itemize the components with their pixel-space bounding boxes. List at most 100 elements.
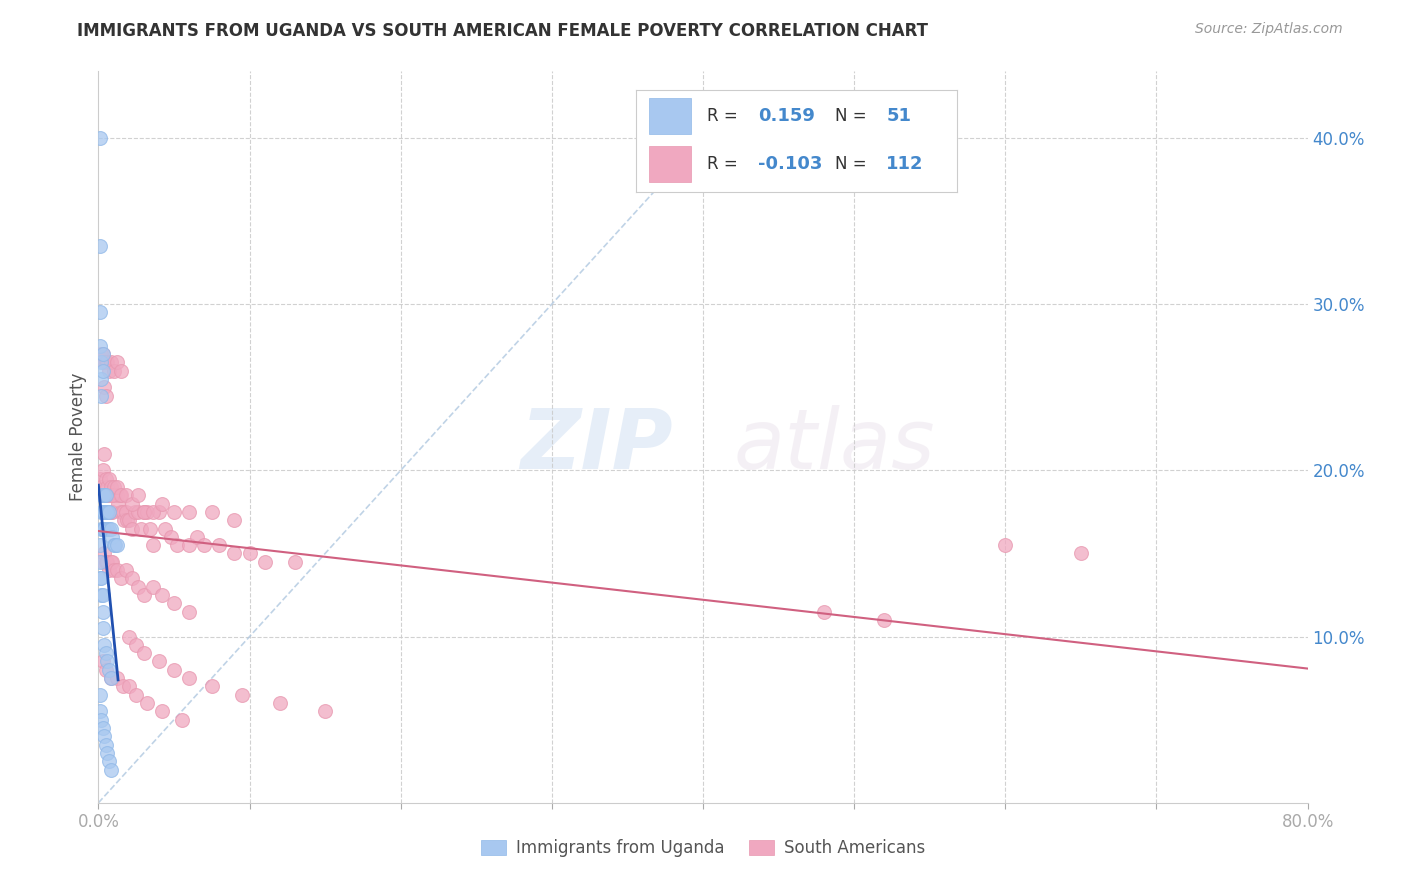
Point	[160, 530, 183, 544]
Point	[101, 488, 124, 502]
Point	[90, 480, 112, 494]
Point	[89, 305, 111, 319]
Point	[127, 580, 149, 594]
Point	[121, 571, 143, 585]
Point	[100, 671, 122, 685]
Point	[193, 538, 215, 552]
Point	[98, 472, 121, 486]
Point	[132, 588, 155, 602]
Point	[89, 688, 111, 702]
Point	[110, 571, 132, 585]
Point	[142, 580, 165, 594]
Point	[96, 480, 118, 494]
Point	[90, 372, 112, 386]
Point	[208, 538, 231, 552]
Point	[98, 563, 121, 577]
Point	[96, 746, 118, 760]
Point	[103, 488, 125, 502]
Point	[110, 488, 132, 502]
Point	[94, 663, 117, 677]
Point	[873, 613, 896, 627]
Point	[93, 521, 115, 535]
Point	[103, 538, 125, 552]
Text: atlas: atlas	[734, 405, 935, 486]
Point	[105, 538, 128, 552]
Point	[104, 538, 127, 552]
Point	[90, 713, 112, 727]
Point	[153, 521, 176, 535]
Point	[100, 671, 122, 685]
Point	[201, 505, 224, 519]
Point	[89, 472, 111, 486]
Point	[91, 521, 114, 535]
Point	[994, 538, 1017, 552]
Point	[93, 546, 115, 560]
Point	[100, 355, 122, 369]
Point	[129, 521, 152, 535]
Point	[89, 538, 111, 552]
Point	[94, 488, 117, 502]
Point	[93, 638, 115, 652]
Point	[127, 488, 149, 502]
Point	[105, 480, 128, 494]
Point	[96, 555, 118, 569]
Point	[269, 696, 291, 710]
Point	[125, 638, 148, 652]
Point	[89, 555, 111, 569]
Point	[201, 680, 224, 694]
Point	[98, 521, 121, 535]
Point	[115, 513, 138, 527]
Point	[89, 338, 111, 352]
Point	[104, 488, 127, 502]
Point	[101, 530, 124, 544]
Point	[142, 505, 165, 519]
Point	[224, 513, 246, 527]
Point	[179, 538, 201, 552]
Point	[108, 488, 131, 502]
Point	[101, 555, 124, 569]
Point	[96, 505, 118, 519]
Point	[105, 563, 128, 577]
Point	[107, 497, 129, 511]
Point	[94, 355, 117, 369]
Point	[91, 347, 114, 361]
Point	[103, 563, 125, 577]
Point	[98, 663, 121, 677]
Y-axis label: Female Poverty: Female Poverty	[69, 373, 87, 501]
Point	[114, 505, 136, 519]
Point	[111, 505, 134, 519]
Point	[314, 705, 336, 719]
Point	[96, 488, 118, 502]
Text: ZIP: ZIP	[520, 405, 672, 486]
Point	[118, 680, 141, 694]
Point	[91, 605, 114, 619]
Point	[132, 505, 155, 519]
Point	[110, 363, 132, 377]
Point	[118, 630, 141, 644]
Point	[148, 655, 170, 669]
Point	[111, 680, 134, 694]
Point	[100, 555, 122, 569]
Point	[90, 505, 112, 519]
Point	[163, 596, 186, 610]
Point	[93, 488, 115, 502]
Point	[135, 505, 157, 519]
Point	[239, 546, 262, 560]
Point	[150, 588, 173, 602]
Point	[179, 605, 201, 619]
Point	[90, 588, 112, 602]
Point	[112, 513, 135, 527]
Point	[121, 497, 143, 511]
Point	[93, 447, 115, 461]
Point	[813, 605, 835, 619]
Point	[91, 555, 114, 569]
Point	[148, 505, 170, 519]
Point	[98, 754, 121, 768]
Point	[170, 713, 193, 727]
Text: IMMIGRANTS FROM UGANDA VS SOUTH AMERICAN FEMALE POVERTY CORRELATION CHART: IMMIGRANTS FROM UGANDA VS SOUTH AMERICAN…	[77, 22, 928, 40]
Point	[94, 472, 117, 486]
Point	[166, 538, 188, 552]
Point	[89, 571, 111, 585]
Point	[98, 363, 121, 377]
Point	[94, 505, 117, 519]
